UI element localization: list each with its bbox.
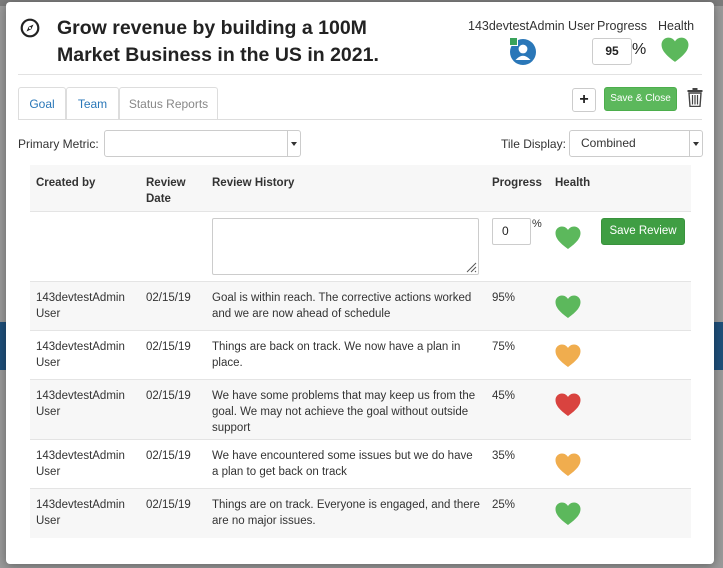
health-heart-icon <box>555 393 581 416</box>
new-review-row: 0 % Save Review <box>30 211 691 281</box>
column-header-review-date: Review Date <box>146 177 186 205</box>
new-review-progress-input[interactable]: 0 <box>492 218 531 245</box>
tab-goal[interactable]: Goal <box>18 87 66 120</box>
row-review-history: We have some problems that may keep us f… <box>212 390 476 434</box>
row-review-history: We have encountered some issues but we d… <box>212 450 473 478</box>
row-review-date: 02/15/19 <box>146 390 191 402</box>
compass-icon <box>20 18 40 38</box>
owner-check-badge <box>509 37 518 46</box>
tile-display-select[interactable]: Combined <box>569 130 703 157</box>
tile-display-label: Tile Display: <box>501 137 566 151</box>
row-review-date: 02/15/19 <box>146 450 191 462</box>
table-header: Created by Review Date Review History Pr… <box>30 165 691 211</box>
heart-shape <box>555 393 581 416</box>
review-text-input[interactable] <box>212 218 479 275</box>
row-created-by: 143devtestAdmin User <box>36 292 125 320</box>
row-progress: 75% <box>492 341 516 353</box>
row-review-date: 02/15/19 <box>146 341 191 353</box>
tab-status-reports[interactable]: Status Reports <box>119 87 218 120</box>
new-review-health-heart-icon[interactable] <box>555 226 581 250</box>
heart-shape <box>555 295 581 318</box>
health-heart-icon <box>555 295 581 318</box>
goal-progress-input[interactable]: 95 <box>592 38 632 65</box>
goal-title: Grow revenue by building a 100M Market B… <box>57 17 379 66</box>
row-progress: 95% <box>492 292 516 304</box>
row-progress: 35% <box>492 450 516 462</box>
heart-shape <box>555 502 581 525</box>
row-review-date: 02/15/19 <box>146 292 191 304</box>
primary-metric-select[interactable] <box>104 130 301 157</box>
table-row: 143devtestAdmin User 02/15/19 Goal is with… <box>30 281 691 330</box>
goal-health-heart-icon[interactable] <box>661 37 689 63</box>
owner-name: 143devtestAdmin User <box>468 19 595 33</box>
row-created-by: 143devtestAdmin User <box>36 390 125 418</box>
row-review-history: Things are back on track. We now have a … <box>212 341 461 369</box>
health-label: Health <box>658 19 695 33</box>
table-row: 143devtestAdmin User 02/15/19 We have enco… <box>30 439 691 488</box>
chevron-down-icon <box>287 131 300 156</box>
status-report-modal: Grow revenue by building a 100M Market B… <box>6 2 714 564</box>
save-review-button[interactable]: Save Review <box>601 218 685 245</box>
heart-shape <box>661 37 689 62</box>
row-review-history: Goal is within reach. The corrective act… <box>212 292 472 320</box>
percent-sign: % <box>532 218 542 230</box>
table-row: 143devtestAdmin User 02/15/19 Things are o… <box>30 488 691 538</box>
row-review-history: Things are on track. Everyone is engaged… <box>212 499 480 527</box>
progress-label: Progress <box>597 19 648 33</box>
primary-metric-label: Primary Metric: <box>18 137 99 151</box>
trash-icon[interactable] <box>687 88 703 107</box>
modal-header: Grow revenue by building a 100M Market B… <box>6 2 714 74</box>
health-heart-icon <box>555 453 581 476</box>
row-review-date: 02/15/19 <box>146 499 191 511</box>
health-heart-icon <box>555 344 581 367</box>
heart-shape <box>555 453 581 476</box>
row-created-by: 143devtestAdmin User <box>36 499 125 527</box>
column-header-review-history: Review History <box>212 177 295 189</box>
tab-team[interactable]: Team <box>66 87 119 120</box>
percent-sign: % <box>632 41 647 58</box>
row-created-by: 143devtestAdmin User <box>36 341 125 369</box>
tabs-baseline <box>18 119 702 120</box>
column-header-created-by: Created by <box>36 177 96 189</box>
row-progress: 45% <box>492 390 516 402</box>
health-heart-icon <box>555 502 581 525</box>
resize-grip-icon[interactable] <box>465 261 477 273</box>
heart-shape <box>555 226 581 249</box>
row-created-by: 143devtestAdmin User <box>36 450 125 478</box>
save-and-close-button[interactable]: Save & Close <box>604 87 677 111</box>
row-progress: 25% <box>492 499 516 511</box>
heart-shape <box>555 344 581 367</box>
column-header-health: Health <box>555 177 591 189</box>
header-divider <box>18 74 702 75</box>
add-button[interactable]: + <box>572 88 596 112</box>
table-row: 143devtestAdmin User 02/15/19 We have some… <box>30 379 691 439</box>
table-row: 143devtestAdmin User 02/15/19 Things are b… <box>30 330 691 379</box>
chevron-down-icon <box>689 131 702 156</box>
column-header-progress: Progress <box>492 177 542 189</box>
tile-display-value: Combined <box>581 136 636 150</box>
